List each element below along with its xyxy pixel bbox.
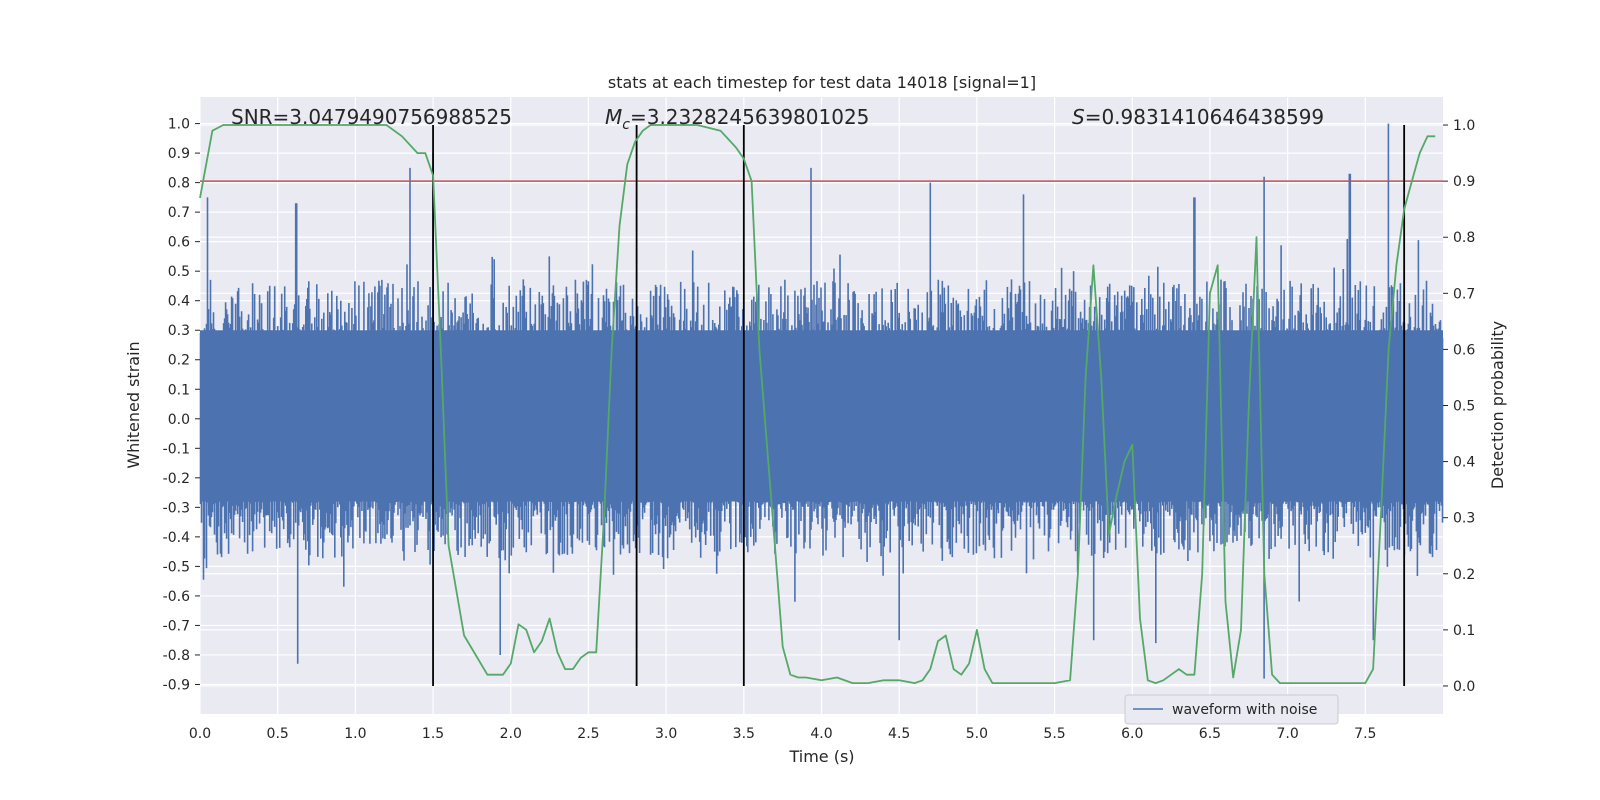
y-left-tick-label: 0.4	[168, 294, 190, 310]
waveform-line	[199, 123, 1444, 679]
y-left-tick-label: -0.9	[163, 677, 190, 693]
y-left-tick-label: 0.1	[168, 382, 190, 398]
legend-label-waveform: waveform with noise	[1172, 702, 1317, 718]
x-axis-label: Time (s)	[788, 747, 854, 766]
chart-title: stats at each timestep for test data 140…	[608, 73, 1036, 92]
s-annotation: S=0.9831410646438599	[1072, 105, 1324, 129]
chirp-mass-annotation: Mc=3.2328245639801025	[605, 105, 869, 133]
x-tick-label: 5.5	[1043, 726, 1065, 742]
y-axis-left-label: Whitened strain	[124, 341, 143, 468]
x-tick-label: 2.5	[577, 726, 599, 742]
chirp-mass-value: =3.2328245639801025	[630, 105, 869, 129]
y-right-tick-label: 0.9	[1453, 174, 1475, 190]
y-right-tick-label: 0.5	[1453, 399, 1475, 415]
x-tick-label: 0.5	[267, 726, 289, 742]
y-right-tick-label: 0.8	[1453, 230, 1475, 246]
y-left-tick-label: 0.2	[168, 353, 190, 369]
y-left-tick-label: 1.0	[168, 117, 190, 133]
y-left-tick-label: -0.7	[163, 618, 190, 634]
y-right-tick-label: 0.4	[1453, 455, 1475, 471]
y-left-tick-label: -0.2	[163, 471, 190, 487]
y-left-tick-label: 0.9	[168, 146, 190, 162]
y-left-tick-label: -0.1	[163, 441, 190, 457]
x-tick-label: 4.5	[888, 726, 910, 742]
x-axis-ticks: 0.0 0.5 1.0 1.5 2.0 2.5 3.0 3.5 4.0 4.5 5.0 5.5 6.0 6…	[189, 726, 1377, 742]
y-axis-left-ticks: 1.0 0.9 0.8 0.7 0.6 0.5 0.4 0.3 0.2 0.1 0.0 -0.1 -0.…	[163, 117, 200, 693]
y-left-tick-label: 0.5	[168, 264, 190, 280]
chirp-mass-subscript: c	[622, 117, 630, 133]
y-right-tick-label: 1.0	[1453, 118, 1475, 134]
x-tick-label: 3.0	[655, 726, 677, 742]
chirp-mass-symbol: M	[605, 105, 622, 129]
s-value: =0.9831410646438599	[1085, 105, 1324, 129]
overlay-lines	[200, 125, 1443, 686]
x-tick-label: 6.0	[1121, 726, 1143, 742]
y-left-tick-label: 0.8	[168, 176, 190, 192]
x-tick-label: 7.0	[1276, 726, 1298, 742]
y-right-tick-label: 0.2	[1453, 567, 1475, 583]
x-tick-label: 6.5	[1199, 726, 1221, 742]
y-left-tick-label: -0.6	[163, 589, 190, 605]
x-tick-label: 0.0	[189, 726, 211, 742]
y-right-tick-label: 0.7	[1453, 286, 1475, 302]
waveform-series	[199, 123, 1444, 679]
y-right-tick-label: 0.0	[1453, 679, 1475, 695]
detection-probability-series	[199, 124, 1436, 684]
y-right-tick-label: 0.1	[1453, 623, 1475, 639]
x-tick-label: 2.0	[500, 726, 522, 742]
y-left-tick-label: -0.4	[163, 530, 190, 546]
y-right-tick-label: 0.3	[1453, 511, 1475, 527]
y-left-tick-label: 0.0	[168, 412, 190, 428]
x-tick-label: 1.0	[344, 726, 366, 742]
detection-probability-line	[199, 124, 1436, 684]
y-axis-right-label: Detection probability	[1488, 321, 1507, 489]
legend: waveform with noise	[1124, 694, 1339, 725]
s-symbol: S	[1072, 105, 1085, 129]
x-tick-label: 4.0	[810, 726, 832, 742]
y-left-tick-label: -0.8	[163, 648, 190, 664]
y-right-tick-label: 0.6	[1453, 342, 1475, 358]
snr-annotation: SNR=3.0479490756988525	[231, 105, 512, 129]
y-left-tick-label: -0.5	[163, 559, 190, 575]
x-tick-label: 1.5	[422, 726, 444, 742]
y-left-tick-label: 0.6	[168, 235, 190, 251]
y-left-tick-label: 0.7	[168, 205, 190, 221]
y-left-tick-label: -0.3	[163, 500, 190, 516]
y-left-tick-label: 0.3	[168, 323, 190, 339]
x-tick-label: 3.5	[733, 726, 755, 742]
x-tick-label: 7.5	[1354, 726, 1376, 742]
legend-box	[1124, 694, 1339, 725]
y-axis-right-ticks: 1.0 0.9 0.8 0.7 0.6 0.5 0.4 0.3 0.2 0.1 0.0	[1443, 118, 1475, 695]
x-tick-label: 5.0	[966, 726, 988, 742]
